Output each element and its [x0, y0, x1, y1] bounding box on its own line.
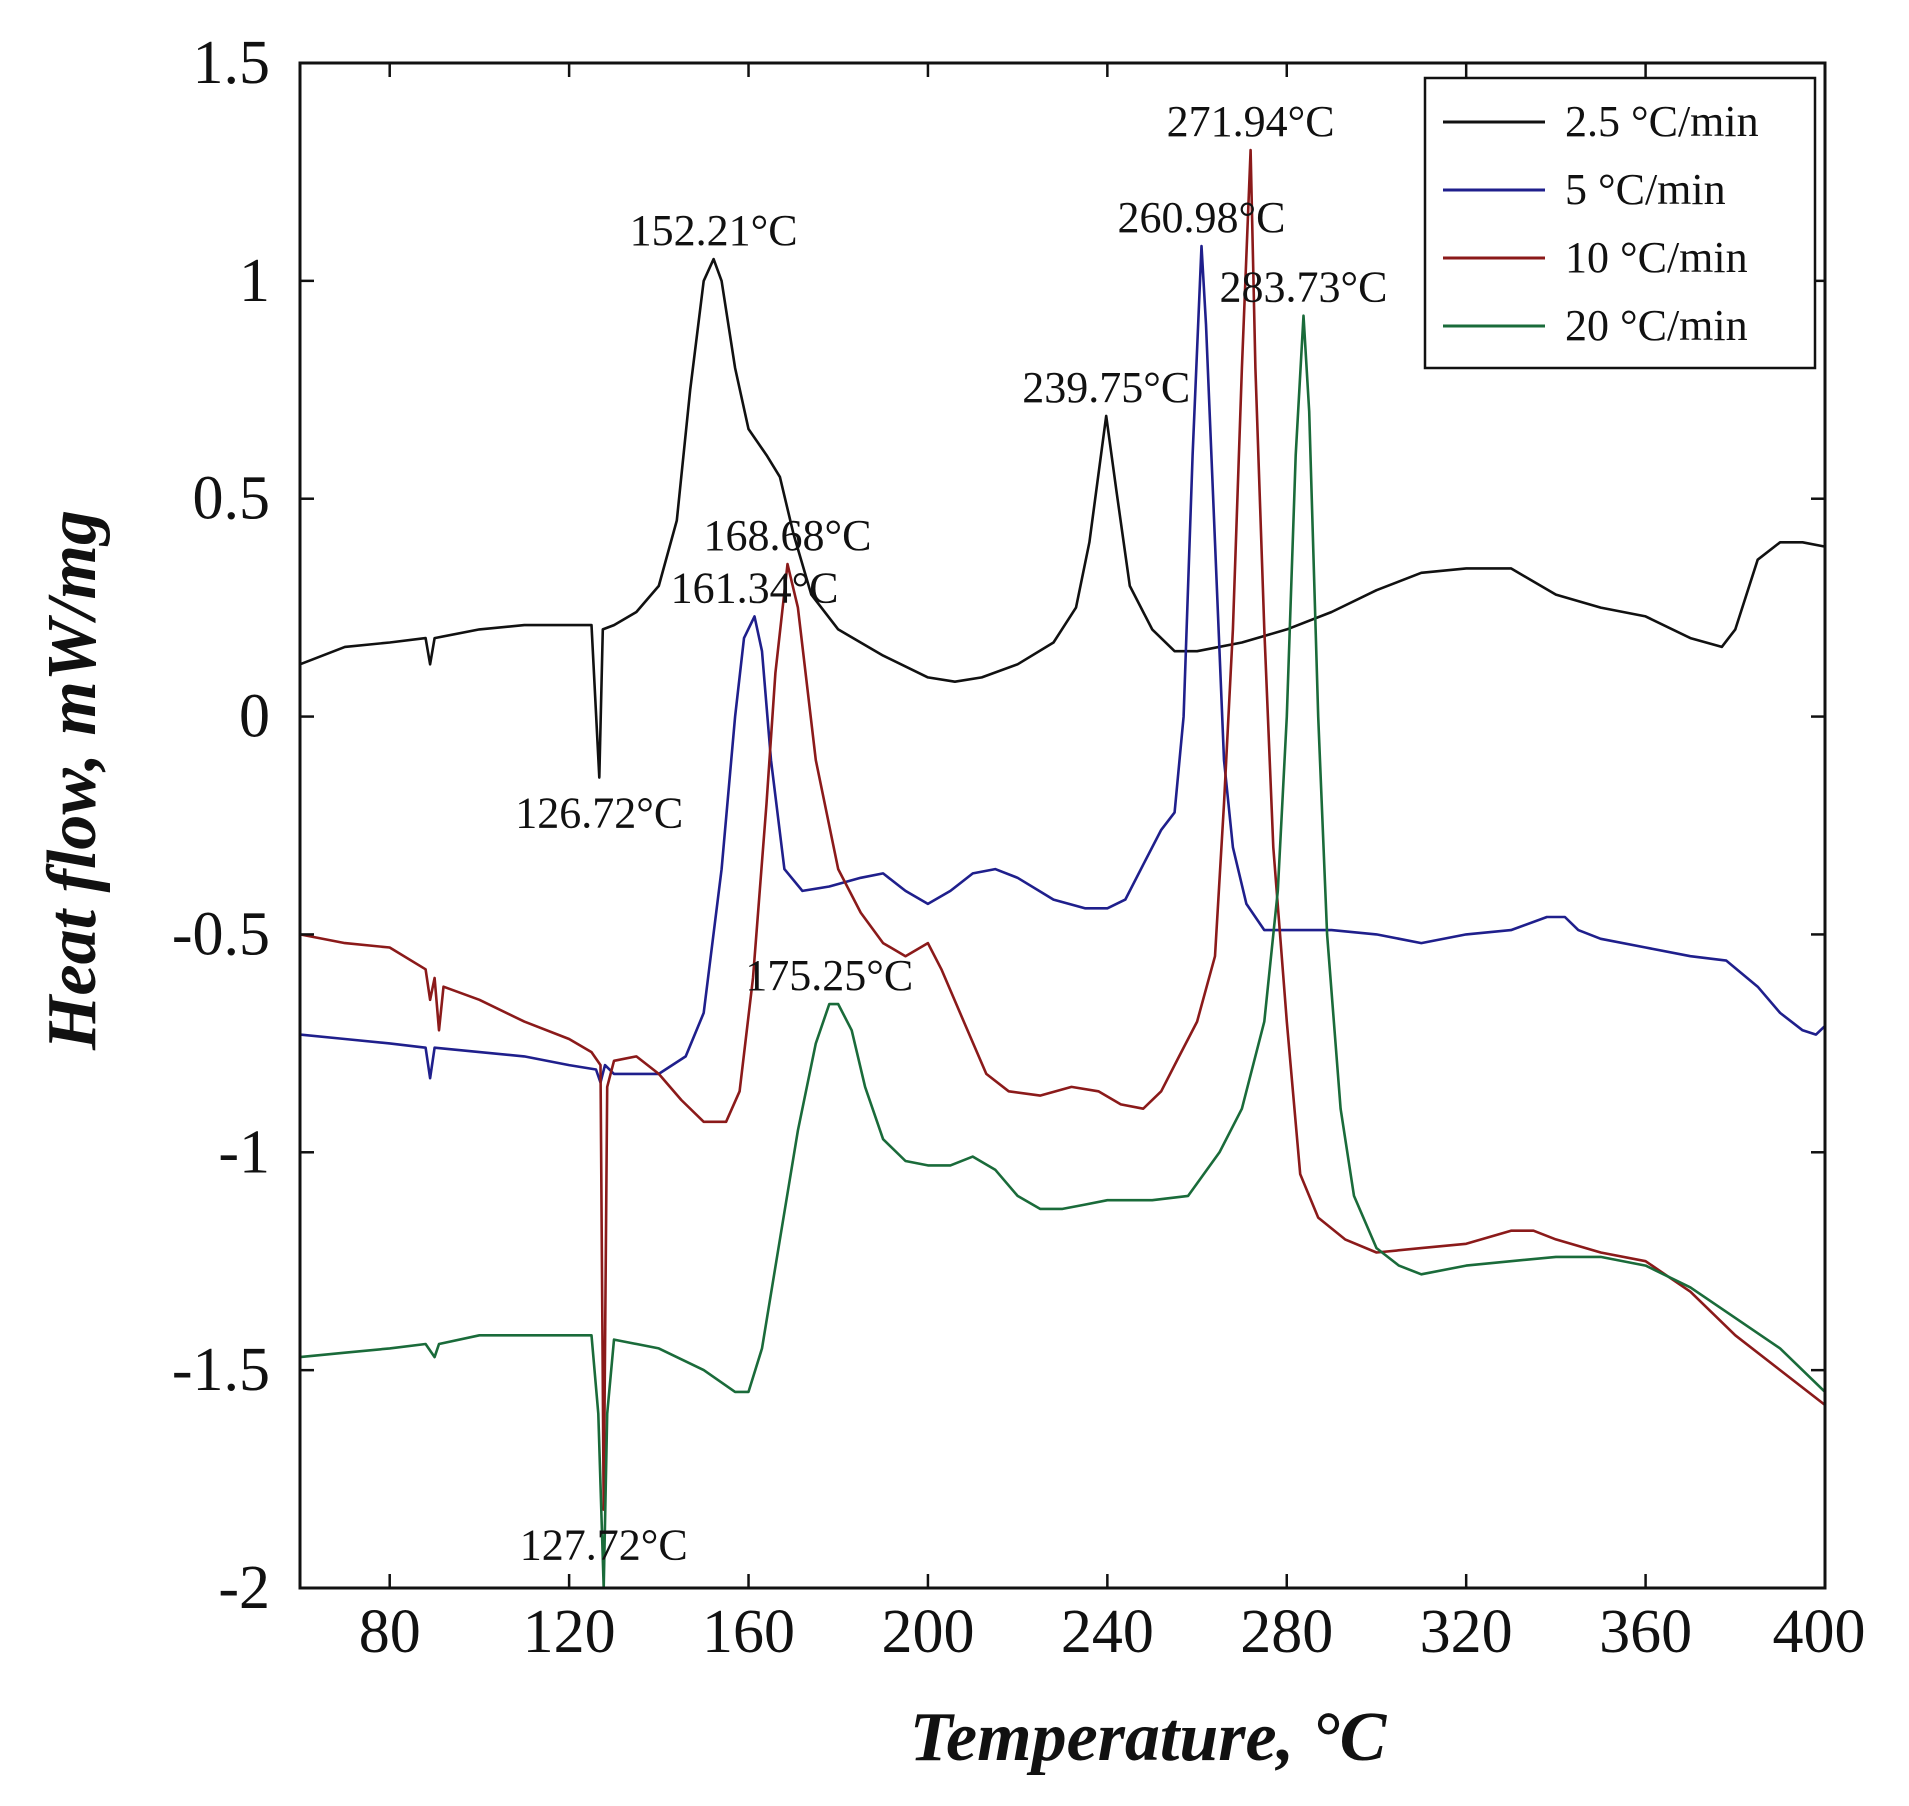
y-tick-label: -1.5	[172, 1336, 270, 1404]
legend-items: 2.5 °C/min 5 °C/min 10 °C/min 20 °C/min	[1443, 97, 1759, 350]
peak-annotation: 271.94°C	[1167, 97, 1335, 146]
peak-annotation: 127.72°C	[520, 1521, 688, 1570]
x-tick-label: 240	[1061, 1598, 1154, 1666]
series-line-4	[299, 314, 1826, 1590]
x-axis-ticks: 80 120 160 200 240 280 320 360 400	[359, 63, 1866, 1666]
peak-annotation: 175.25°C	[745, 951, 913, 1000]
y-axis-ticks: 1.5 1 0.5 0 -0.5 -1 -1.5 -2	[172, 29, 1825, 1622]
x-tick-label: 360	[1599, 1598, 1692, 1666]
y-tick-label: -1	[218, 1118, 270, 1186]
y-tick-label: -0.5	[172, 900, 270, 968]
legend-box	[1423, 76, 1817, 370]
legend-label: 2.5 °C/min	[1565, 97, 1759, 146]
peak-annotation: 126.72°C	[515, 789, 683, 838]
peak-annotation: 283.73°C	[1220, 263, 1388, 312]
x-tick-label: 280	[1240, 1598, 1333, 1666]
plot-series	[299, 148, 1826, 1590]
x-tick-label: 80	[359, 1598, 421, 1666]
y-tick-label: 0	[239, 683, 270, 751]
series-line-2	[299, 244, 1826, 1084]
x-tick-label: 200	[881, 1598, 974, 1666]
peak-annotation: 239.75°C	[1022, 363, 1190, 412]
y-tick-label: 1	[239, 247, 270, 315]
x-tick-label: 120	[523, 1598, 616, 1666]
y-tick-label: 0.5	[193, 465, 271, 533]
x-tick-label: 400	[1773, 1598, 1866, 1666]
x-axis-title: Temperature, °C	[910, 1699, 1388, 1776]
y-tick-label: 1.5	[193, 29, 271, 97]
x-tick-label: 320	[1420, 1598, 1513, 1666]
peak-annotation: 168.68°C	[703, 511, 871, 560]
peak-annotation: 161.34°C	[671, 563, 839, 612]
series-line-1	[299, 257, 1826, 779]
legend-label: 5 °C/min	[1565, 165, 1726, 214]
y-tick-label: -2	[218, 1554, 270, 1622]
plot-frame	[298, 61, 1827, 1590]
peak-annotation: 152.21°C	[630, 206, 798, 255]
series-line-3	[299, 148, 1826, 1511]
legend-label: 10 °C/min	[1565, 233, 1748, 282]
legend-label: 20 °C/min	[1565, 301, 1748, 350]
peak-annotation: 260.98°C	[1117, 193, 1285, 242]
x-tick-label: 160	[702, 1598, 795, 1666]
legend: 2.5 °C/min 5 °C/min 10 °C/min 20 °C/min	[1423, 76, 1817, 370]
y-axis-title: Heat flow, mW/mg	[34, 510, 111, 1051]
